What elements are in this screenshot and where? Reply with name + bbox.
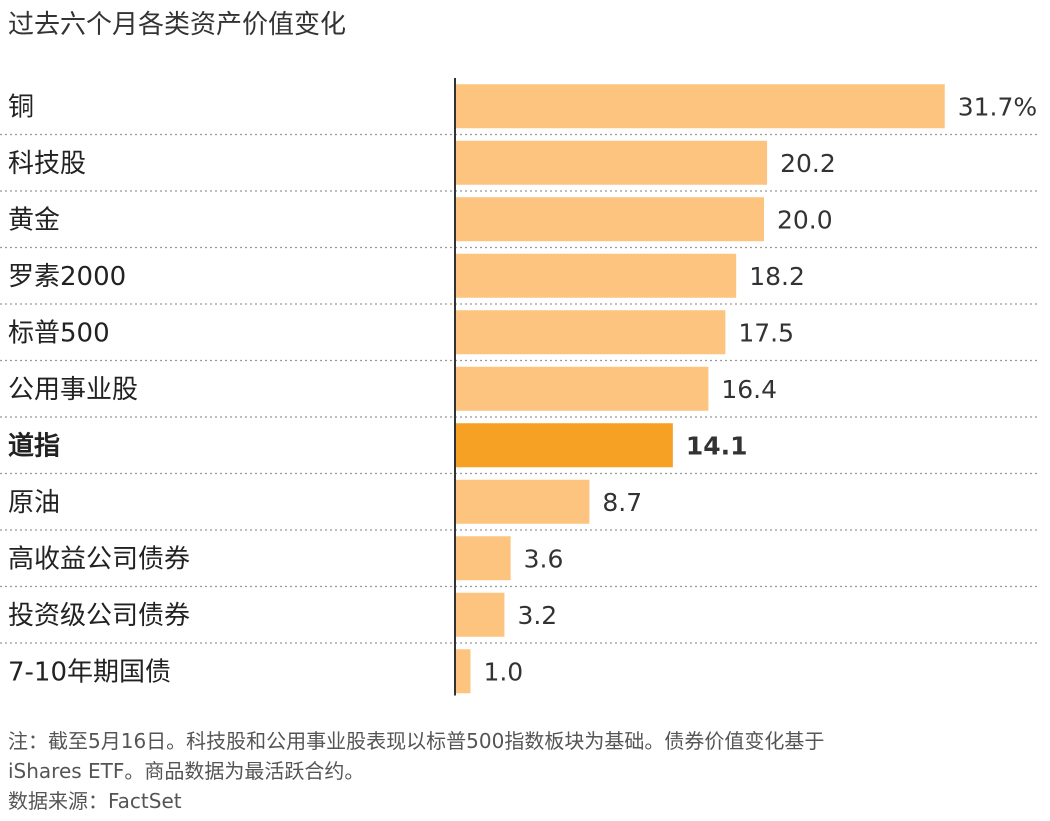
- value-label-7: 8.7: [602, 488, 642, 517]
- value-label-8: 3.6: [524, 544, 564, 573]
- category-label-7: 原油: [8, 488, 60, 518]
- bar-9: [455, 592, 505, 637]
- category-label-10: 7-10年期国债: [8, 657, 171, 687]
- category-label-9: 投资级公司债券: [8, 601, 190, 631]
- category-label-3: 罗素2000: [8, 262, 126, 292]
- bar-highlighted: [455, 423, 673, 468]
- value-label-0: 31.7%: [958, 92, 1037, 121]
- bar-1: [455, 140, 768, 185]
- bar-7: [455, 479, 590, 524]
- category-label-8: 高收益公司债券: [8, 544, 190, 574]
- source-line: 数据来源：FactSet: [8, 789, 182, 813]
- bar-chart: 铜 31.7% 科技股 20.2 黄金 20.0 罗素2000 18.2 标普500 17.5 公用…: [0, 78, 1040, 696]
- value-label-3: 18.2: [749, 262, 805, 291]
- chart-notes: 注：截至5月16日。科技股和公用事业股表现以标普500指数板块为基础。债券价值变…: [8, 726, 1038, 816]
- bar-4: [455, 310, 726, 355]
- value-label-4: 17.5: [738, 318, 794, 347]
- category-label-0: 铜: [8, 92, 34, 122]
- note-line-2: iShares ETF。商品数据为最活跃合约。: [8, 759, 365, 783]
- category-label-6: 道指: [8, 430, 60, 461]
- bar-0: [455, 84, 945, 129]
- category-label-4: 标普500: [8, 318, 110, 348]
- bar-3: [455, 253, 737, 298]
- value-label-6: 14.1: [686, 431, 748, 460]
- bar-2: [455, 197, 764, 242]
- value-label-10: 1.0: [483, 657, 523, 686]
- value-label-1: 20.2: [780, 149, 836, 178]
- value-label-5: 16.4: [721, 375, 777, 404]
- value-label-2: 20.0: [777, 205, 833, 234]
- bar-8: [455, 536, 511, 581]
- value-label-9: 3.2: [517, 601, 557, 630]
- bar-10: [455, 649, 471, 694]
- note-line-1: 注：截至5月16日。科技股和公用事业股表现以标普500指数板块为基础。债券价值变…: [8, 729, 825, 753]
- category-label-5: 公用事业股: [8, 375, 138, 405]
- bar-5: [455, 366, 709, 411]
- category-label-1: 科技股: [8, 149, 86, 179]
- chart-title: 过去六个月各类资产价值变化: [8, 10, 347, 40]
- category-label-2: 黄金: [8, 205, 60, 235]
